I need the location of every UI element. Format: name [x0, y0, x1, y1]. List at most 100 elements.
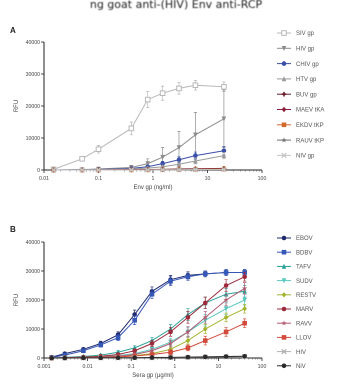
panel-b-legend-entry: EBOV	[277, 235, 313, 242]
panel-a-data-point	[159, 167, 166, 173]
panel-b-data-point	[115, 355, 121, 361]
panel-b-data-point	[202, 338, 208, 343]
panel-b-data-point	[185, 274, 191, 280]
panel-a-legend-marker	[281, 122, 287, 128]
panel-a-y-tick-label: 30000	[26, 72, 41, 78]
panel-a-data-point	[79, 156, 85, 162]
panel-a-data-point	[221, 84, 227, 90]
panel-a-data-point	[192, 166, 199, 173]
panel-b-data-point	[168, 346, 173, 352]
panel-b-data-point	[223, 329, 229, 335]
panel-a-data-point	[145, 161, 151, 167]
panel-a-data-point	[176, 161, 182, 167]
panel-b-legend-label: TAFV	[296, 265, 311, 271]
panel-b-data-point	[242, 297, 247, 303]
panel-b-series-0	[49, 269, 247, 360]
panel-a-y-tick-label: 20000	[26, 104, 41, 110]
panel-a-legend-entry: CHIV gp	[277, 61, 319, 68]
panel-b-data-point	[168, 278, 173, 284]
panel-b-series-line	[51, 276, 245, 359]
panel-b-legend-label: MARV	[296, 307, 313, 313]
panel-b-data-point	[185, 354, 191, 360]
panel-b-data-point	[223, 314, 229, 321]
panel-a-legend-marker	[281, 30, 287, 36]
panel-b-y-tick-label: 10000	[26, 327, 41, 333]
panel-b-data-point	[185, 329, 191, 335]
panel-b-data-point	[223, 270, 229, 275]
panel-b-data-point	[223, 354, 229, 359]
panel-a-data-point	[128, 167, 135, 173]
panel-a-legend-label: CHIV gp	[296, 62, 319, 68]
panel-b-legend-entry: BDBV	[277, 249, 312, 256]
panel-b-data-point	[149, 352, 155, 357]
panel-b-legend-entry: MARV	[277, 306, 313, 313]
panel-b-data-point	[49, 355, 54, 361]
panel-a-legend-label: RAUV tKP	[296, 138, 324, 144]
panel-a-legend-entry: BUV gp	[277, 91, 317, 98]
panel-a-legend-label: HTV gp	[296, 77, 317, 83]
panel-b-series-line	[51, 355, 245, 359]
panel-b-legend-entry: TAFV	[277, 263, 311, 271]
panel-b-y-tick-label: 0	[37, 356, 40, 362]
panel-b-y-tick-label: 40000	[26, 240, 41, 246]
panel-b-legend-entry: RAVV	[277, 320, 312, 327]
panel-b-data-point	[241, 285, 248, 291]
panel-b-data-point	[81, 355, 86, 361]
panel-a-y-tick-label: 0	[37, 168, 40, 174]
panel-b-series-line	[51, 290, 245, 359]
panel-b-series-5	[49, 272, 247, 361]
panel-b-legend-label: HIV	[296, 350, 306, 356]
panel-a-legend-entry: NIV gp	[277, 152, 315, 160]
panel-b-data-point	[242, 353, 247, 359]
panel-b-legend-label: BDBV	[296, 250, 312, 256]
panel-b-data-point	[149, 355, 155, 360]
panel-a-data-point	[176, 167, 182, 173]
panel-b-data-point	[167, 340, 174, 346]
panel-b-legend-marker	[281, 320, 287, 326]
panel-a-letter: A	[10, 26, 16, 35]
panel-b-data-point	[98, 355, 104, 361]
panel-b-legend-entry: SUDV	[277, 278, 313, 285]
panel-a-data-point	[192, 82, 199, 89]
panel-b-legend-label: RAVV	[296, 321, 312, 327]
panel-a-legend-marker	[281, 46, 287, 51]
panel-b-data-point	[132, 318, 137, 323]
panel-b-legend-label: RESTV	[296, 293, 316, 299]
panel-b-letter: B	[10, 225, 16, 234]
panel-b-data-point	[223, 297, 229, 303]
panel-b-legend-marker	[281, 335, 287, 340]
panel-a-data-point	[79, 167, 85, 173]
panel-a-data-point	[95, 167, 102, 173]
panel-a-x-tick-label: 100	[258, 176, 267, 182]
panel-a-data-point	[128, 125, 135, 132]
panel-b-legend-label: LLOV	[296, 336, 311, 342]
panel-b-data-point	[115, 335, 121, 340]
panel-b-legend-label: NiV	[296, 364, 306, 370]
panel-b: B 0 10000 20000 30000 40000 0.001 0.01 0.1 1 10 10…	[10, 225, 316, 379]
panel-a-legend-entry: RAUV tKP	[277, 137, 324, 144]
panel-a: A 0 10000 20000 30000 40000 0.01 0.1 1 10 100 Env …	[10, 26, 324, 191]
panel-a-data-point	[193, 132, 198, 138]
panel-b-legend-entry: HIV	[277, 348, 306, 356]
panel-b-data-point	[149, 341, 155, 346]
panel-b-x-tick-label: 10	[216, 364, 222, 370]
panel-b-legend-marker	[281, 249, 287, 255]
panel-a-legend-entry: HIV gp	[277, 46, 315, 53]
panel-b-data-point	[185, 315, 191, 320]
panel-a-data-point	[193, 153, 198, 158]
panel-b-data-point	[242, 320, 247, 326]
panel-a-y-tick-label: 10000	[26, 136, 41, 142]
panel-a-y-axis-label: RFU	[14, 100, 20, 112]
panel-a-data-point	[95, 146, 102, 152]
panel-a-x-axis-label: Env gp (ng/ml)	[133, 185, 172, 191]
panel-b-data-point	[149, 347, 155, 354]
panel-b-legend-marker	[281, 278, 287, 284]
panel-b-data-point	[62, 355, 68, 361]
top-caption-fragment: ng goat anti-(HIV) Env anti-RCP	[89, 0, 263, 11]
panel-b-legend-marker	[281, 363, 287, 369]
panel-b-data-point	[223, 306, 229, 312]
panel-a-legend-marker	[281, 61, 287, 66]
panel-a-x-tick-label: 0.01	[39, 176, 49, 182]
panel-a-legend-label: BUV gp	[296, 92, 317, 98]
panel-b-legend-marker	[281, 292, 287, 298]
